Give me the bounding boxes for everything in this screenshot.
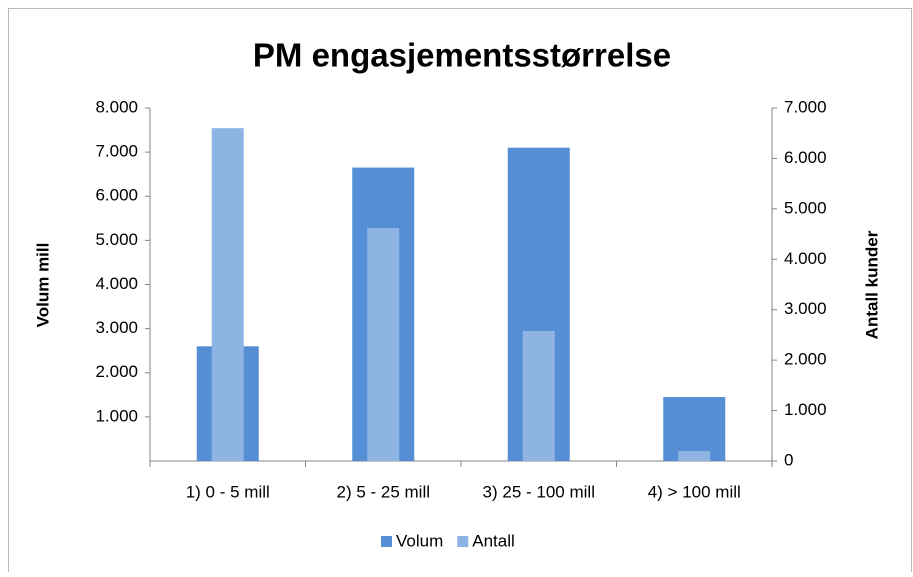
y-tick-label: 2.000: [95, 362, 138, 381]
y-tick-label: 4.000: [95, 274, 138, 293]
y-tick-label: 8.000: [95, 97, 138, 116]
x-tick-label: 4) > 100 mill: [648, 482, 741, 501]
y2-tick-label: 6.000: [784, 148, 827, 167]
bar: [678, 450, 711, 461]
legend-swatch: [457, 536, 469, 547]
y-tick-label: 1.000: [95, 406, 138, 425]
x-tick-label: 1) 0 - 5 mill: [186, 482, 270, 501]
y-axis-label: Volum mill: [33, 243, 52, 328]
y2-tick-label: 1.000: [784, 400, 827, 419]
y2-tick-label: 5.000: [784, 198, 827, 217]
y-tick-label: 5.000: [95, 230, 138, 249]
y2-tick-label: 2.000: [784, 350, 827, 369]
y-tick-label: 6.000: [95, 186, 138, 205]
chart-border: [8, 8, 912, 577]
y2-tick-label: 0: [784, 450, 793, 469]
y-tick-label: 7.000: [95, 142, 138, 161]
x-tick-label: 2) 5 - 25 mill: [336, 482, 430, 501]
bar: [522, 330, 555, 461]
bar: [211, 128, 244, 461]
y2-tick-label: 3.000: [784, 299, 827, 318]
x-tick-label: 3) 25 - 100 mill: [483, 482, 595, 501]
y2-tick-label: 7.000: [784, 97, 827, 116]
bar: [663, 397, 726, 461]
y2-axis-label: Antall kunder: [862, 230, 881, 339]
bar: [367, 228, 400, 461]
legend-label: Antall: [472, 531, 515, 550]
chart-title: PM engasjementsstørrelse: [253, 37, 671, 74]
legend-label: Volum: [396, 531, 443, 550]
y-tick-label: 3.000: [95, 318, 138, 337]
legend-swatch: [381, 536, 392, 547]
y2-tick-label: 4.000: [784, 249, 827, 268]
